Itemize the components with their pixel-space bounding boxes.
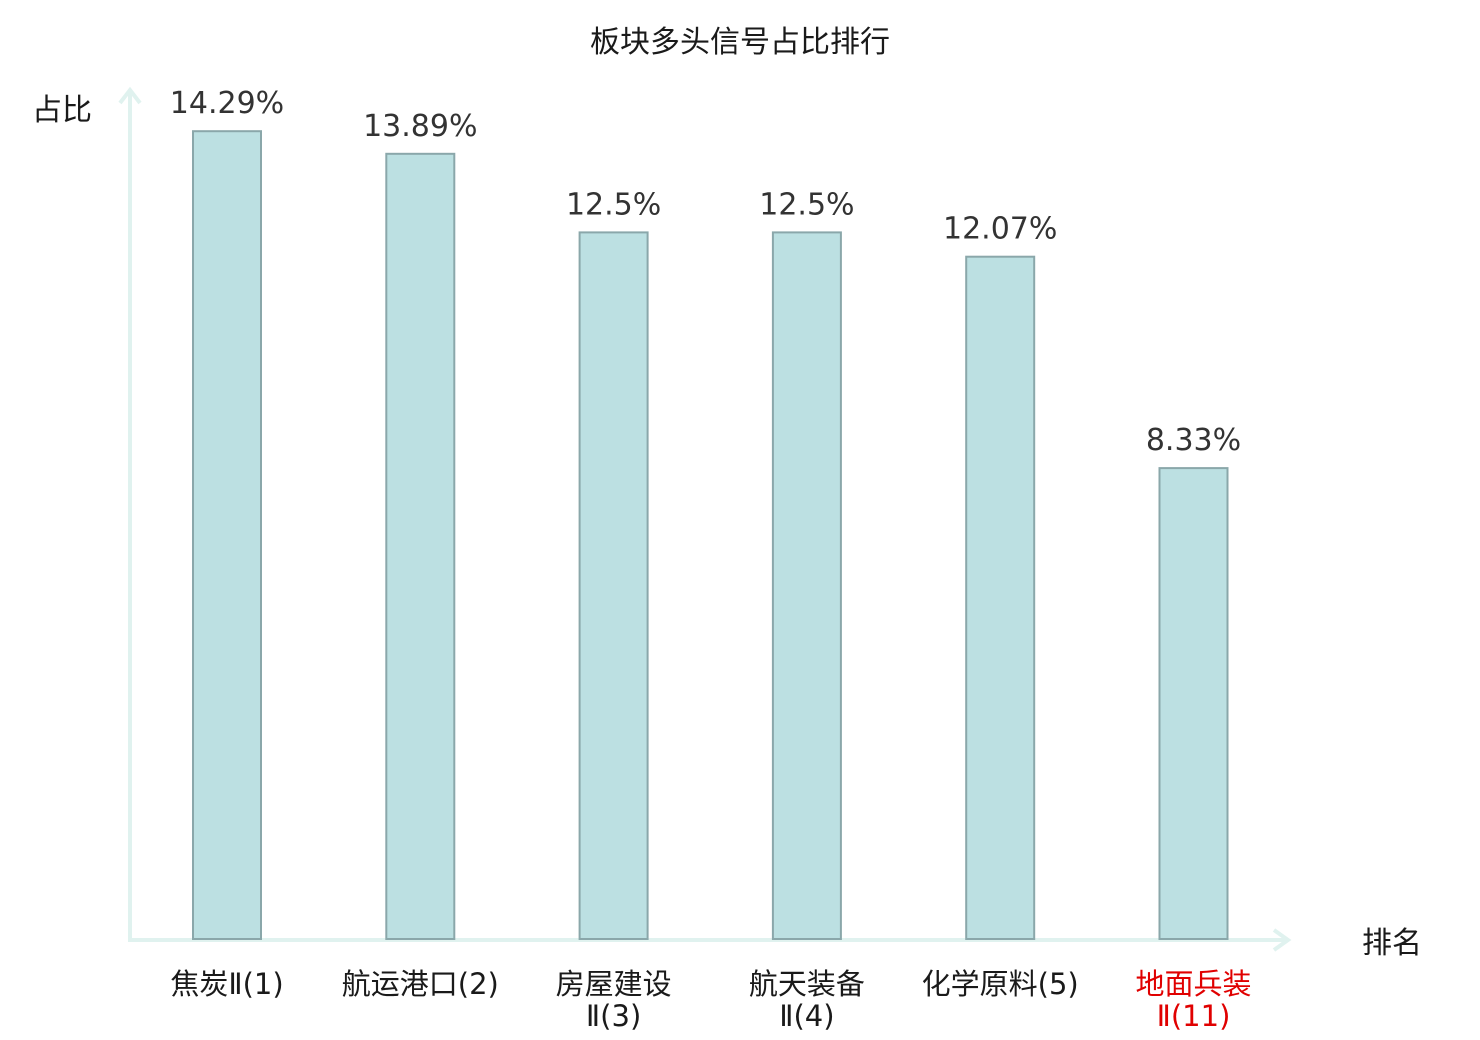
category-label-line: Ⅱ(11) <box>1157 999 1231 1033</box>
x-axis-label: 排名 <box>1362 926 1422 961</box>
category-label-line: 航运港口(2) <box>342 967 499 1001</box>
category-label: 房屋建设 Ⅱ(3) <box>556 967 672 1033</box>
bars-group <box>192 130 1229 941</box>
bar <box>1158 467 1229 940</box>
bar <box>965 255 1036 940</box>
y-axis-arrow <box>118 86 142 105</box>
category-label-line: Ⅱ(4) <box>779 999 834 1033</box>
bar-value-label: 13.89% <box>363 109 477 144</box>
category-label: 化学原料(5) <box>922 967 1079 1001</box>
bar <box>385 152 456 941</box>
bar <box>578 231 649 940</box>
y-axis-label: 占比 <box>32 93 92 128</box>
value-labels-group: 14.29% 13.89% 12.5% 12.5% 12.07% 8.33% <box>170 86 1241 458</box>
category-label: 地面兵装 Ⅱ(11) <box>1135 967 1251 1033</box>
bar-value-label: 14.29% <box>170 86 284 121</box>
chart-title: 板块多头信号占比排行 <box>590 25 890 60</box>
bar-value-label: 12.5% <box>759 187 854 222</box>
bar <box>771 231 842 940</box>
category-label-line: 航天装备 <box>749 967 865 1001</box>
category-label-line: 焦炭Ⅱ(1) <box>170 967 283 1001</box>
y-axis: 占比 <box>32 86 142 940</box>
category-label-line: 地面兵装 <box>1135 967 1251 1001</box>
bar-value-label: 12.5% <box>566 187 661 222</box>
category-label: 航运港口(2) <box>342 967 499 1001</box>
bar <box>192 130 262 940</box>
category-labels-group: 焦炭Ⅱ(1) 航运港口(2) 房屋建设 Ⅱ(3) 航天装备 Ⅱ(4) 化学原料(5) 地面兵装… <box>170 967 1251 1033</box>
x-axis: 排名 <box>128 926 1422 961</box>
x-axis-arrow <box>1272 928 1292 952</box>
category-label: 焦炭Ⅱ(1) <box>170 967 283 1001</box>
category-label-line: 化学原料(5) <box>922 967 1079 1001</box>
bar-value-label: 8.33% <box>1146 423 1241 458</box>
category-label-line: 房屋建设 <box>556 967 672 1001</box>
bar-value-label: 12.07% <box>943 212 1057 247</box>
category-label-line: Ⅱ(3) <box>586 999 641 1033</box>
category-label: 航天装备 Ⅱ(4) <box>749 967 865 1033</box>
